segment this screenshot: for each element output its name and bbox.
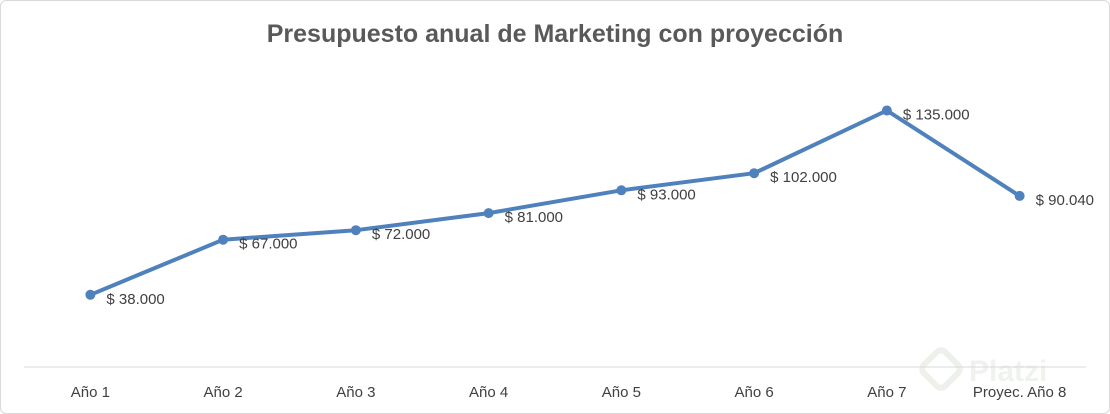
- data-label: $ 67.000: [239, 236, 297, 253]
- x-tick-label: Año 6: [735, 384, 774, 401]
- data-point: [749, 168, 760, 179]
- x-tick-label: Año 3: [336, 384, 375, 401]
- data-point: [483, 208, 494, 219]
- series-line-group: [85, 105, 1025, 300]
- data-point: [881, 105, 892, 116]
- data-label: $ 135.000: [903, 107, 970, 124]
- x-tick-label: Proyec. Año 8: [973, 384, 1066, 401]
- watermark: Platzi: [919, 347, 1047, 391]
- data-label: $ 81.000: [505, 209, 563, 226]
- x-tick-label: Año 7: [867, 384, 906, 401]
- data-label: $ 72.000: [372, 226, 430, 243]
- data-label: $ 93.000: [637, 186, 695, 203]
- x-tick-label: Año 4: [469, 384, 508, 401]
- data-label: $ 102.000: [770, 169, 837, 186]
- data-point: [85, 289, 96, 300]
- x-tick-label: Año 2: [204, 384, 243, 401]
- x-tick-label: Año 1: [71, 384, 110, 401]
- x-tick-labels: Año 1 Año 2 Año 3 Año 4 Año 5 Año 6 Año 7 Proye…: [71, 384, 1067, 401]
- chart-title: Presupuesto anual de Marketing con proye…: [267, 20, 844, 48]
- data-label: $ 90.040: [1036, 192, 1094, 209]
- data-labels: $ 38.000 $ 67.000 $ 72.000 $ 81.000 $ 93.000…: [106, 107, 1094, 308]
- watermark-text: Platzi: [969, 355, 1047, 388]
- data-label: $ 38.000: [106, 291, 164, 308]
- data-point: [616, 185, 627, 196]
- data-point: [218, 234, 229, 245]
- platzi-logo-icon: [919, 347, 963, 391]
- data-point: [350, 225, 361, 236]
- x-tick-label: Año 5: [602, 384, 641, 401]
- data-point: [1014, 190, 1025, 201]
- series-line: [88, 108, 1022, 297]
